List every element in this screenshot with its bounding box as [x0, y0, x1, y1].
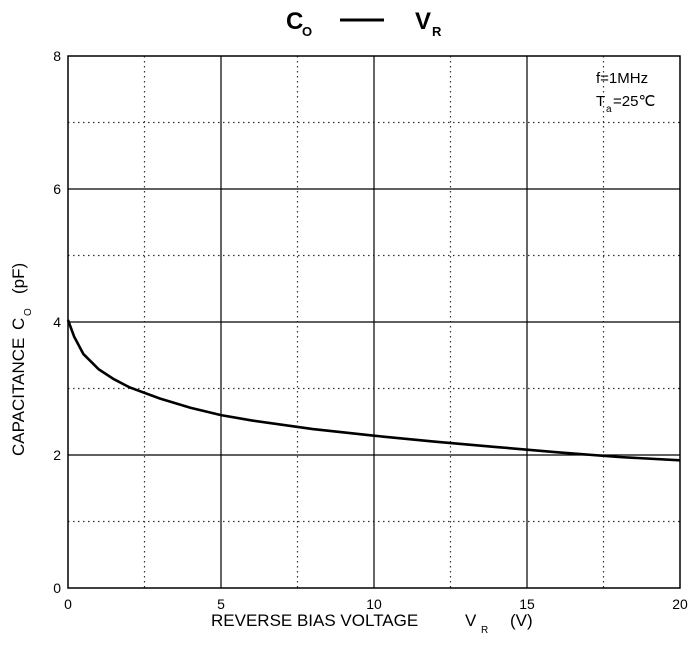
y-tick-label: 4 — [53, 314, 61, 330]
x-tick-label: 20 — [672, 596, 688, 612]
y-tick-label: 0 — [53, 580, 61, 596]
x-tick-label: 5 — [217, 596, 225, 612]
major-grid — [68, 56, 680, 588]
y-axis-label-text: CAPACITANCE — [9, 338, 28, 456]
title-left: C — [286, 8, 303, 35]
y-axis-label-symbol: C — [9, 318, 28, 330]
annotation: f=1MHz T a =25℃ — [596, 70, 655, 115]
title-left-sub: O — [302, 24, 312, 39]
x-axis-label-sub: R — [481, 625, 488, 636]
y-axis-label-sub: O — [23, 308, 34, 316]
series-line-capacitance — [66, 319, 681, 462]
y-axis-label: CAPACITANCE C O (pF) — [9, 263, 34, 456]
x-tick-label: 0 — [64, 596, 72, 612]
x-axis-label: REVERSE BIAS VOLTAGE V R (V) — [211, 611, 533, 636]
x-axis-label-unit: (V) — [510, 611, 533, 630]
y-tick-label: 2 — [53, 447, 61, 463]
y-tick-label: 8 — [53, 48, 61, 64]
x-tick-labels: 0 5 10 15 20 — [64, 596, 688, 612]
annotation-frequency: f=1MHz — [596, 70, 648, 87]
y-tick-label: 6 — [53, 181, 61, 197]
x-axis-label-text: REVERSE BIAS VOLTAGE — [211, 611, 418, 630]
title-right: V — [415, 8, 431, 35]
annotation-temp-sub: a — [606, 104, 612, 115]
y-axis-label-unit: (pF) — [9, 263, 28, 294]
x-tick-label: 10 — [366, 596, 382, 612]
chart-title: C O V R — [286, 8, 442, 39]
x-axis-label-symbol: V — [465, 611, 477, 630]
y-tick-labels: 0 2 4 6 8 — [53, 48, 61, 596]
annotation-temp-value: =25℃ — [613, 93, 655, 110]
title-right-sub: R — [432, 24, 442, 39]
annotation-temp-symbol: T — [596, 93, 605, 110]
x-tick-label: 15 — [519, 596, 535, 612]
